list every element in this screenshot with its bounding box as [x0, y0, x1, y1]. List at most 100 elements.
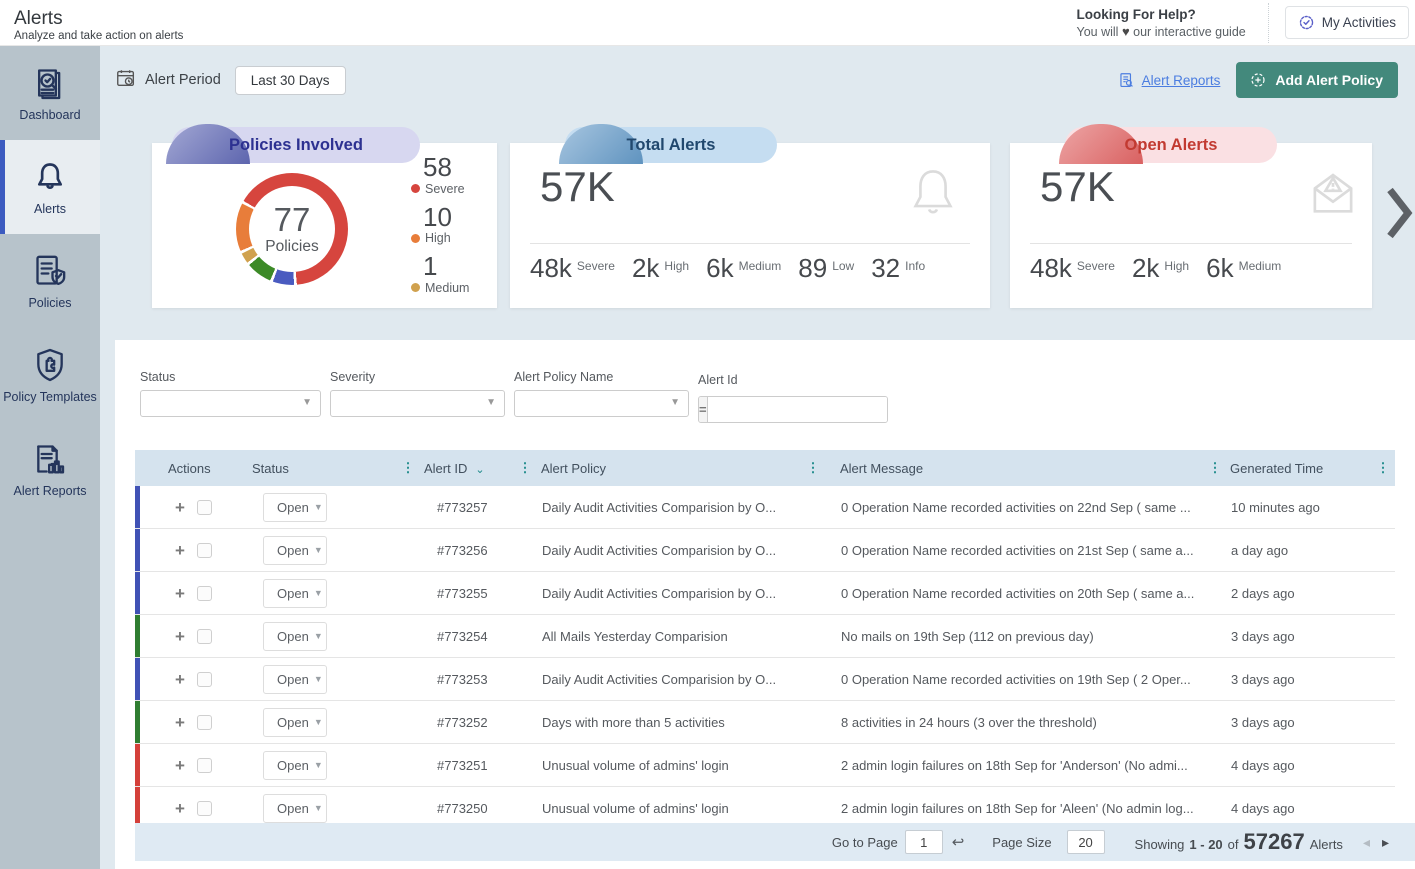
report-doc-icon [1117, 71, 1136, 90]
status-dropdown[interactable]: Open ▼ [263, 794, 327, 823]
sidebar-item-policies[interactable]: Policies [0, 234, 100, 328]
policies-involved-card: Policies Involved 77 Policies 58 Severe [152, 143, 497, 308]
legend-item: 58 Severe [411, 153, 487, 196]
chevron-down-icon: ▼ [314, 631, 323, 641]
table-row[interactable]: + Open ▼ #773251 Unusual volume of admin… [135, 744, 1395, 787]
expand-row-icon[interactable]: + [175, 714, 185, 731]
page-number-input[interactable] [905, 830, 943, 854]
row-checkbox[interactable] [197, 543, 212, 558]
column-alert-id[interactable]: Alert ID⌄ [416, 461, 517, 476]
expand-row-icon[interactable]: + [175, 800, 185, 817]
sidebar-item-dashboard[interactable]: Dashboard [0, 46, 100, 140]
expand-row-icon[interactable]: + [175, 757, 185, 774]
stat-label: Medium [1239, 259, 1282, 273]
row-checkbox[interactable] [197, 758, 212, 773]
severity-bar [135, 701, 140, 743]
status-dropdown[interactable]: Open ▼ [263, 751, 327, 780]
status-dropdown[interactable]: Open ▼ [263, 493, 327, 522]
prev-page-icon[interactable]: ◂ [1363, 834, 1370, 851]
alert-message-cell: 2 admin login failures on 18th Sep for '… [821, 758, 1207, 773]
status-dropdown[interactable]: Open ▼ [263, 665, 327, 694]
generated-time-cell: 4 days ago [1223, 758, 1375, 773]
table-row[interactable]: + Open ▼ #773257 Daily Audit Activities … [135, 486, 1395, 529]
activity-check-icon [1298, 14, 1315, 31]
sort-caret-icon[interactable]: ⌄ [475, 464, 484, 476]
row-checkbox[interactable] [197, 715, 212, 730]
row-checkbox[interactable] [197, 672, 212, 687]
carousel-next-icon[interactable] [1385, 185, 1415, 241]
row-checkbox[interactable] [197, 629, 212, 644]
alert-policy-cell: Daily Audit Activities Comparision by O.… [533, 672, 805, 687]
help-block: Looking For Help? You will ♥ our interac… [1077, 7, 1246, 39]
legend-value: 10 [411, 203, 487, 232]
severity-bar [135, 658, 140, 700]
showing-of: of [1228, 837, 1239, 852]
generated-time-cell: a day ago [1223, 543, 1375, 558]
alert-id-cell: #773250 [416, 801, 517, 816]
column-divider: ⋮ [400, 460, 416, 476]
table-row[interactable]: + Open ▼ #773252 Days with more than 5 a… [135, 701, 1395, 744]
my-activities-button[interactable]: My Activities [1285, 6, 1409, 39]
status-dropdown[interactable]: Open ▼ [263, 622, 327, 651]
alert-policy-cell: Unusual volume of admins' login [533, 801, 805, 816]
page-subtitle: Analyze and take action on alerts [14, 30, 183, 42]
status-dropdown[interactable]: Open ▼ [263, 579, 327, 608]
card-title-text: Policies Involved [229, 136, 363, 155]
status-label: Open [277, 586, 309, 601]
calendar-icon [115, 67, 137, 94]
column-divider: ⋮ [517, 460, 533, 476]
help-title: Looking For Help? [1077, 7, 1246, 22]
header-divider [1268, 3, 1269, 43]
add-alert-policy-button[interactable]: Add Alert Policy [1236, 62, 1398, 98]
table-row[interactable]: + Open ▼ #773253 Daily Audit Activities … [135, 658, 1395, 701]
status-dropdown[interactable]: Open ▼ [263, 536, 327, 565]
table-row[interactable]: + Open ▼ #773255 Daily Audit Activities … [135, 572, 1395, 615]
status-filter-select[interactable]: ▼ [140, 390, 321, 417]
alert-id-cell: #773256 [416, 543, 517, 558]
help-text-post: our interactive guide [1133, 25, 1246, 39]
expand-row-icon[interactable]: + [175, 585, 185, 602]
alert-message-cell: 0 Operation Name recorded activities on … [821, 586, 1207, 601]
generated-time-cell: 3 days ago [1223, 672, 1375, 687]
policy-name-filter-select[interactable]: ▼ [514, 390, 689, 417]
chevron-down-icon: ▼ [314, 545, 323, 555]
open-alerts-card: Open Alerts 57K 48k Sev [1010, 143, 1372, 308]
page-size-input[interactable] [1067, 830, 1105, 854]
row-checkbox[interactable] [197, 586, 212, 601]
table-row[interactable]: + Open ▼ #773254 All Mails Yesterday Com… [135, 615, 1395, 658]
expand-row-icon[interactable]: + [175, 671, 185, 688]
alert-reports-link[interactable]: Alert Reports [1117, 71, 1221, 90]
severity-bar [135, 744, 140, 786]
alert-id-input[interactable] [708, 397, 888, 422]
next-page-icon[interactable]: ▸ [1382, 834, 1389, 851]
main-content: Alert Period Last 30 Days Alert Reports … [100, 46, 1415, 869]
return-arrow-icon[interactable]: ↩ [952, 833, 965, 851]
sidebar-item-policy-templates[interactable]: Policy Templates [0, 328, 100, 422]
stat-label: Severe [577, 259, 615, 273]
status-dropdown[interactable]: Open ▼ [263, 708, 327, 737]
generated-time-cell: 3 days ago [1223, 715, 1375, 730]
bell-icon [30, 157, 70, 197]
alert-period-selector[interactable]: Last 30 Days [235, 66, 346, 95]
row-checkbox[interactable] [197, 500, 212, 515]
alert-policy-cell: Unusual volume of admins' login [533, 758, 805, 773]
sidebar-item-alerts[interactable]: Alerts [0, 140, 100, 234]
top-header: Alerts Analyze and take action on alerts… [0, 0, 1415, 46]
chevron-down-icon: ▼ [314, 717, 323, 727]
generated-time-cell: 2 days ago [1223, 586, 1375, 601]
severity-stat: 48k Severe [530, 255, 615, 281]
sidebar-item-label: Alerts [34, 202, 66, 217]
policy-name-filter-label: Alert Policy Name [514, 370, 689, 384]
open-alerts-count: 57K [1040, 163, 1115, 211]
severity-filter-select[interactable]: ▼ [330, 390, 505, 417]
sidebar-item-alert-reports[interactable]: Alert Reports [0, 422, 100, 516]
toolbar: Alert Period Last 30 Days Alert Reports … [100, 60, 1415, 100]
table-row[interactable]: + Open ▼ #773256 Daily Audit Activities … [135, 529, 1395, 572]
row-checkbox[interactable] [197, 801, 212, 816]
expand-row-icon[interactable]: + [175, 542, 185, 559]
alert-id-filter-label: Alert Id [698, 373, 888, 387]
expand-row-icon[interactable]: + [175, 628, 185, 645]
alert-reports-icon [30, 439, 70, 479]
expand-row-icon[interactable]: + [175, 499, 185, 516]
bell-outline-icon [904, 161, 962, 228]
